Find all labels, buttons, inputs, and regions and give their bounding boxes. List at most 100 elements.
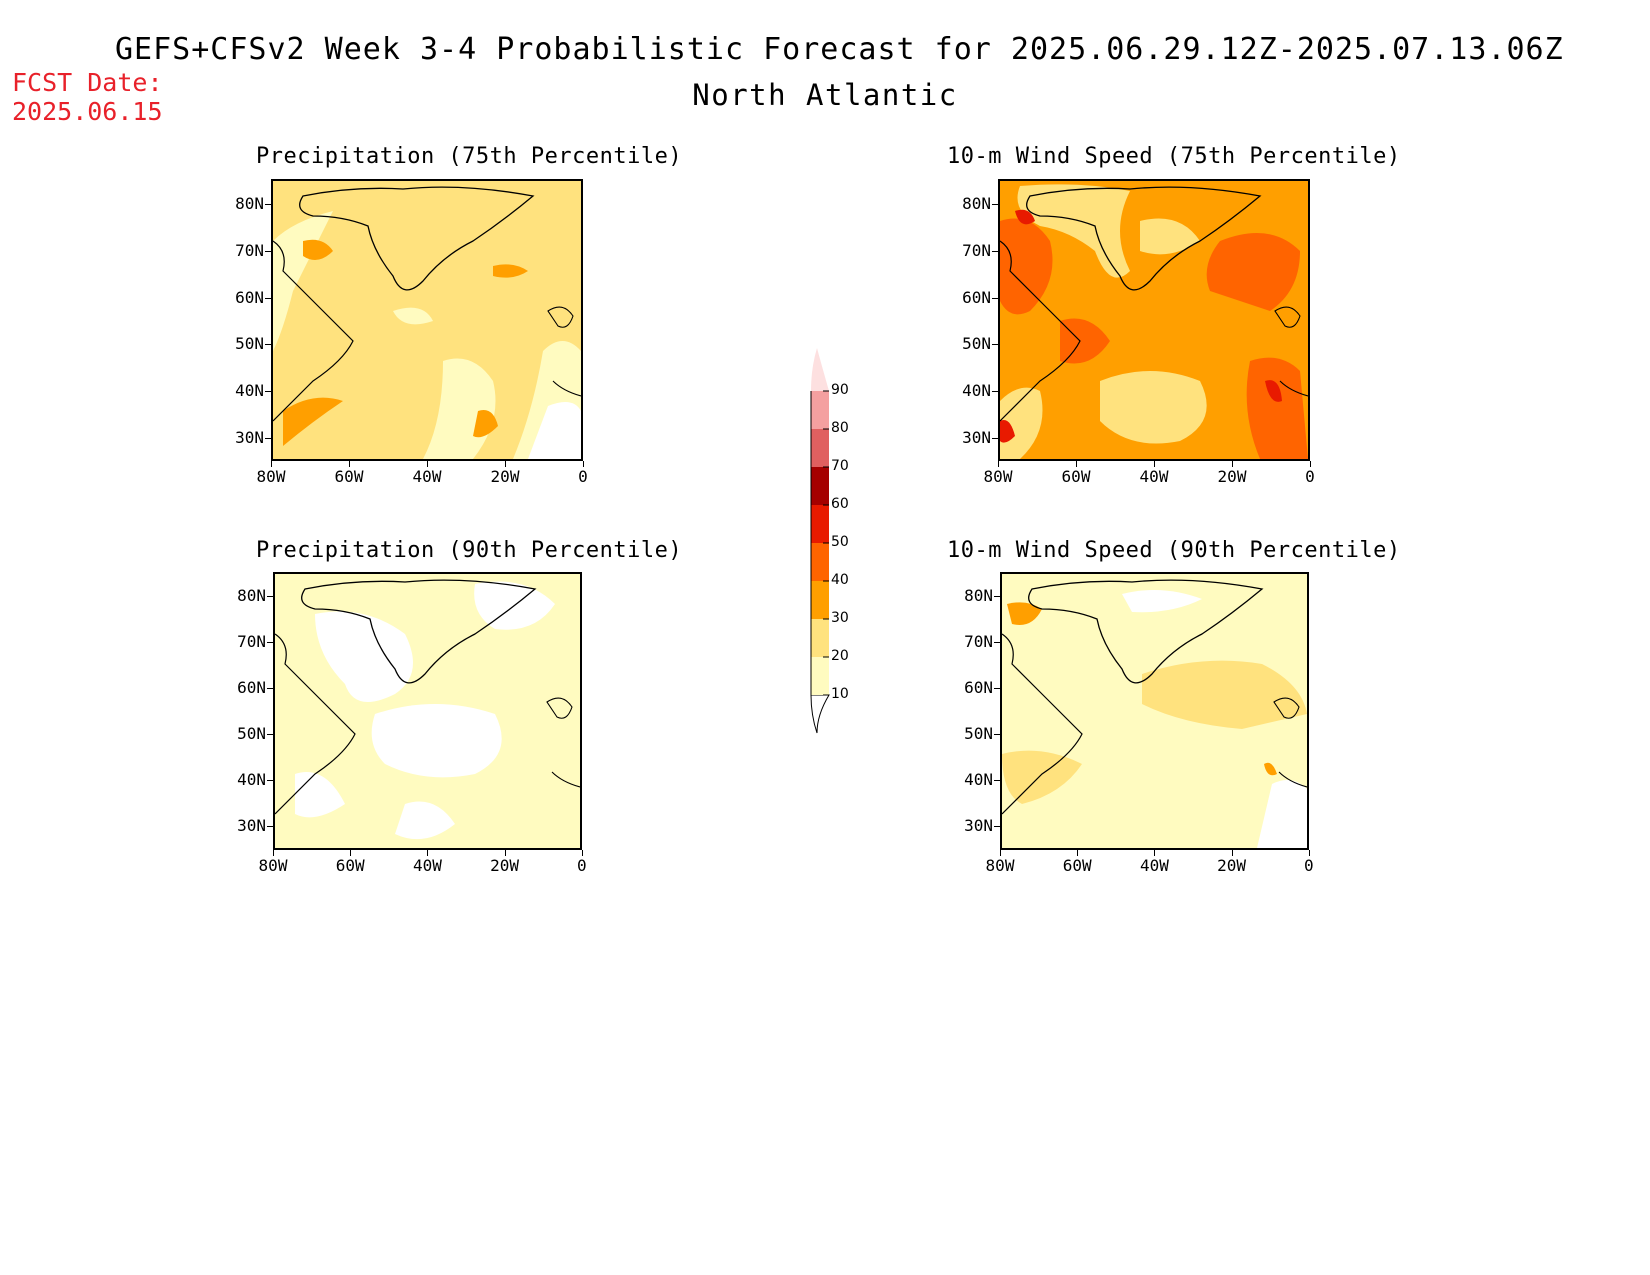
lat-tick-label: 80N (964, 586, 993, 605)
lon-tick-label: 40W (1139, 856, 1169, 875)
lat-tick-label: 30N (964, 816, 993, 835)
lat-tick-label: 50N (235, 334, 264, 354)
lat-tick-mark (992, 204, 998, 205)
lon-tick-label: 20W (1217, 856, 1247, 875)
colorbar-swatch (811, 467, 829, 505)
map-field (1000, 181, 1308, 459)
fcst-date-label: FCST Date: (12, 68, 163, 97)
lat-tick-mark (994, 642, 1000, 643)
lat-tick-mark (267, 734, 273, 735)
colorbar (810, 348, 830, 734)
map-field (275, 574, 580, 848)
colorbar-level-label: 20 (831, 648, 849, 664)
lat-tick-label: 70N (235, 240, 264, 260)
colorbar-swatch (811, 391, 829, 429)
lat-tick-label: 50N (964, 724, 993, 743)
lon-tick-label: 40W (412, 467, 442, 486)
lat-tick-label: 60N (235, 287, 264, 307)
lat-tick-label: 30N (237, 816, 266, 835)
lat-tick-mark (994, 780, 1000, 781)
panel-title: Precipitation (75th Percentile) (256, 144, 683, 169)
lat-tick-label: 70N (964, 632, 993, 651)
colorbar-level-label: 30 (831, 610, 849, 626)
lon-tick-mark (1308, 850, 1310, 856)
lat-tick-mark (992, 438, 998, 439)
colorbar-swatch (811, 657, 829, 695)
panel-title: 10-m Wind Speed (90th Percentile) (947, 538, 1401, 563)
lat-tick-mark (267, 642, 273, 643)
lon-tick-label: 0 (578, 467, 588, 486)
lat-tick-label: 30N (962, 428, 991, 447)
map-precip-90 (273, 572, 582, 850)
lon-tick-mark (427, 461, 428, 467)
colorbar-swatch (811, 581, 829, 619)
lon-tick-mark (1310, 461, 1311, 467)
colorbar-swatch (811, 619, 829, 657)
colorbar-legend: 10 20 30 40 50 60 70 80 90 (809, 335, 909, 735)
lon-tick-label: 80W (985, 856, 1015, 875)
lat-tick-mark (267, 596, 273, 597)
lat-tick-mark (994, 596, 1000, 597)
lat-tick-mark (992, 250, 998, 252)
lat-tick-label: 60N (237, 678, 266, 697)
lon-tick-label: 80W (258, 856, 288, 875)
lon-tick-mark (583, 461, 584, 467)
lon-tick-label: 0 (576, 856, 587, 875)
lon-tick-mark (1077, 850, 1079, 856)
fcst-date-block: FCST Date: 2025.06.15 (12, 68, 163, 126)
colorbar-level-label: 90 (831, 382, 849, 398)
lon-tick-mark (1076, 461, 1077, 467)
lat-tick-mark (267, 688, 273, 689)
lon-tick-label: 40W (412, 856, 442, 875)
lat-tick-label: 70N (962, 240, 991, 260)
lat-tick-label: 80N (235, 194, 264, 213)
lon-tick-mark (1232, 461, 1233, 467)
lon-tick-label: 60W (335, 856, 365, 875)
lat-tick-mark (265, 204, 271, 205)
lat-tick-mark (992, 297, 998, 299)
lat-tick-label: 50N (237, 724, 266, 743)
fcst-date-value: 2025.06.15 (12, 97, 163, 126)
lat-tick-mark (265, 250, 271, 252)
colorbar-level-label: 80 (831, 420, 849, 436)
lat-tick-mark (994, 734, 1000, 735)
lat-tick-mark (265, 438, 271, 439)
lon-tick-mark (271, 461, 272, 467)
lat-tick-label: 40N (235, 381, 264, 401)
lat-tick-mark (265, 391, 271, 393)
lon-tick-mark (1154, 850, 1156, 856)
lon-tick-mark (1154, 461, 1155, 467)
lat-tick-mark (994, 826, 1000, 827)
colorbar-swatch (811, 429, 829, 467)
lon-tick-label: 0 (1303, 856, 1314, 875)
panel-title: Precipitation (90th Percentile) (256, 538, 683, 563)
colorbar-level-label: 50 (831, 534, 849, 550)
colorbar-level-label: 70 (831, 458, 849, 474)
lat-tick-label: 60N (964, 678, 993, 697)
colorbar-swatch (811, 543, 829, 581)
colorbar-swatch (811, 505, 829, 543)
colorbar-level-label: 40 (831, 572, 849, 588)
map-wind-75 (998, 179, 1310, 461)
colorbar-level-label: 60 (831, 496, 849, 512)
lon-tick-mark (427, 850, 429, 856)
lat-tick-mark (267, 826, 273, 827)
lat-tick-mark (992, 391, 998, 393)
lon-tick-label: 80W (983, 467, 1013, 486)
lat-tick-mark (992, 344, 998, 346)
lon-tick-mark (998, 461, 999, 467)
lat-tick-label: 70N (237, 632, 266, 651)
lon-tick-label: 80W (256, 467, 286, 486)
colorbar-level-label: 10 (831, 686, 849, 702)
lat-tick-mark (265, 344, 271, 346)
lon-tick-mark (273, 850, 274, 856)
lon-tick-label: 20W (490, 856, 520, 875)
colorbar-low-extension (810, 694, 830, 734)
figure-title: GEFS+CFSv2 Week 3-4 Probabilistic Foreca… (115, 32, 1564, 67)
lon-tick-label: 60W (334, 467, 364, 486)
lat-tick-label: 60N (962, 287, 991, 307)
lon-tick-label: 60W (1061, 467, 1091, 486)
lat-tick-label: 40N (962, 381, 991, 401)
lon-tick-label: 20W (490, 467, 520, 486)
lat-tick-mark (267, 780, 273, 781)
